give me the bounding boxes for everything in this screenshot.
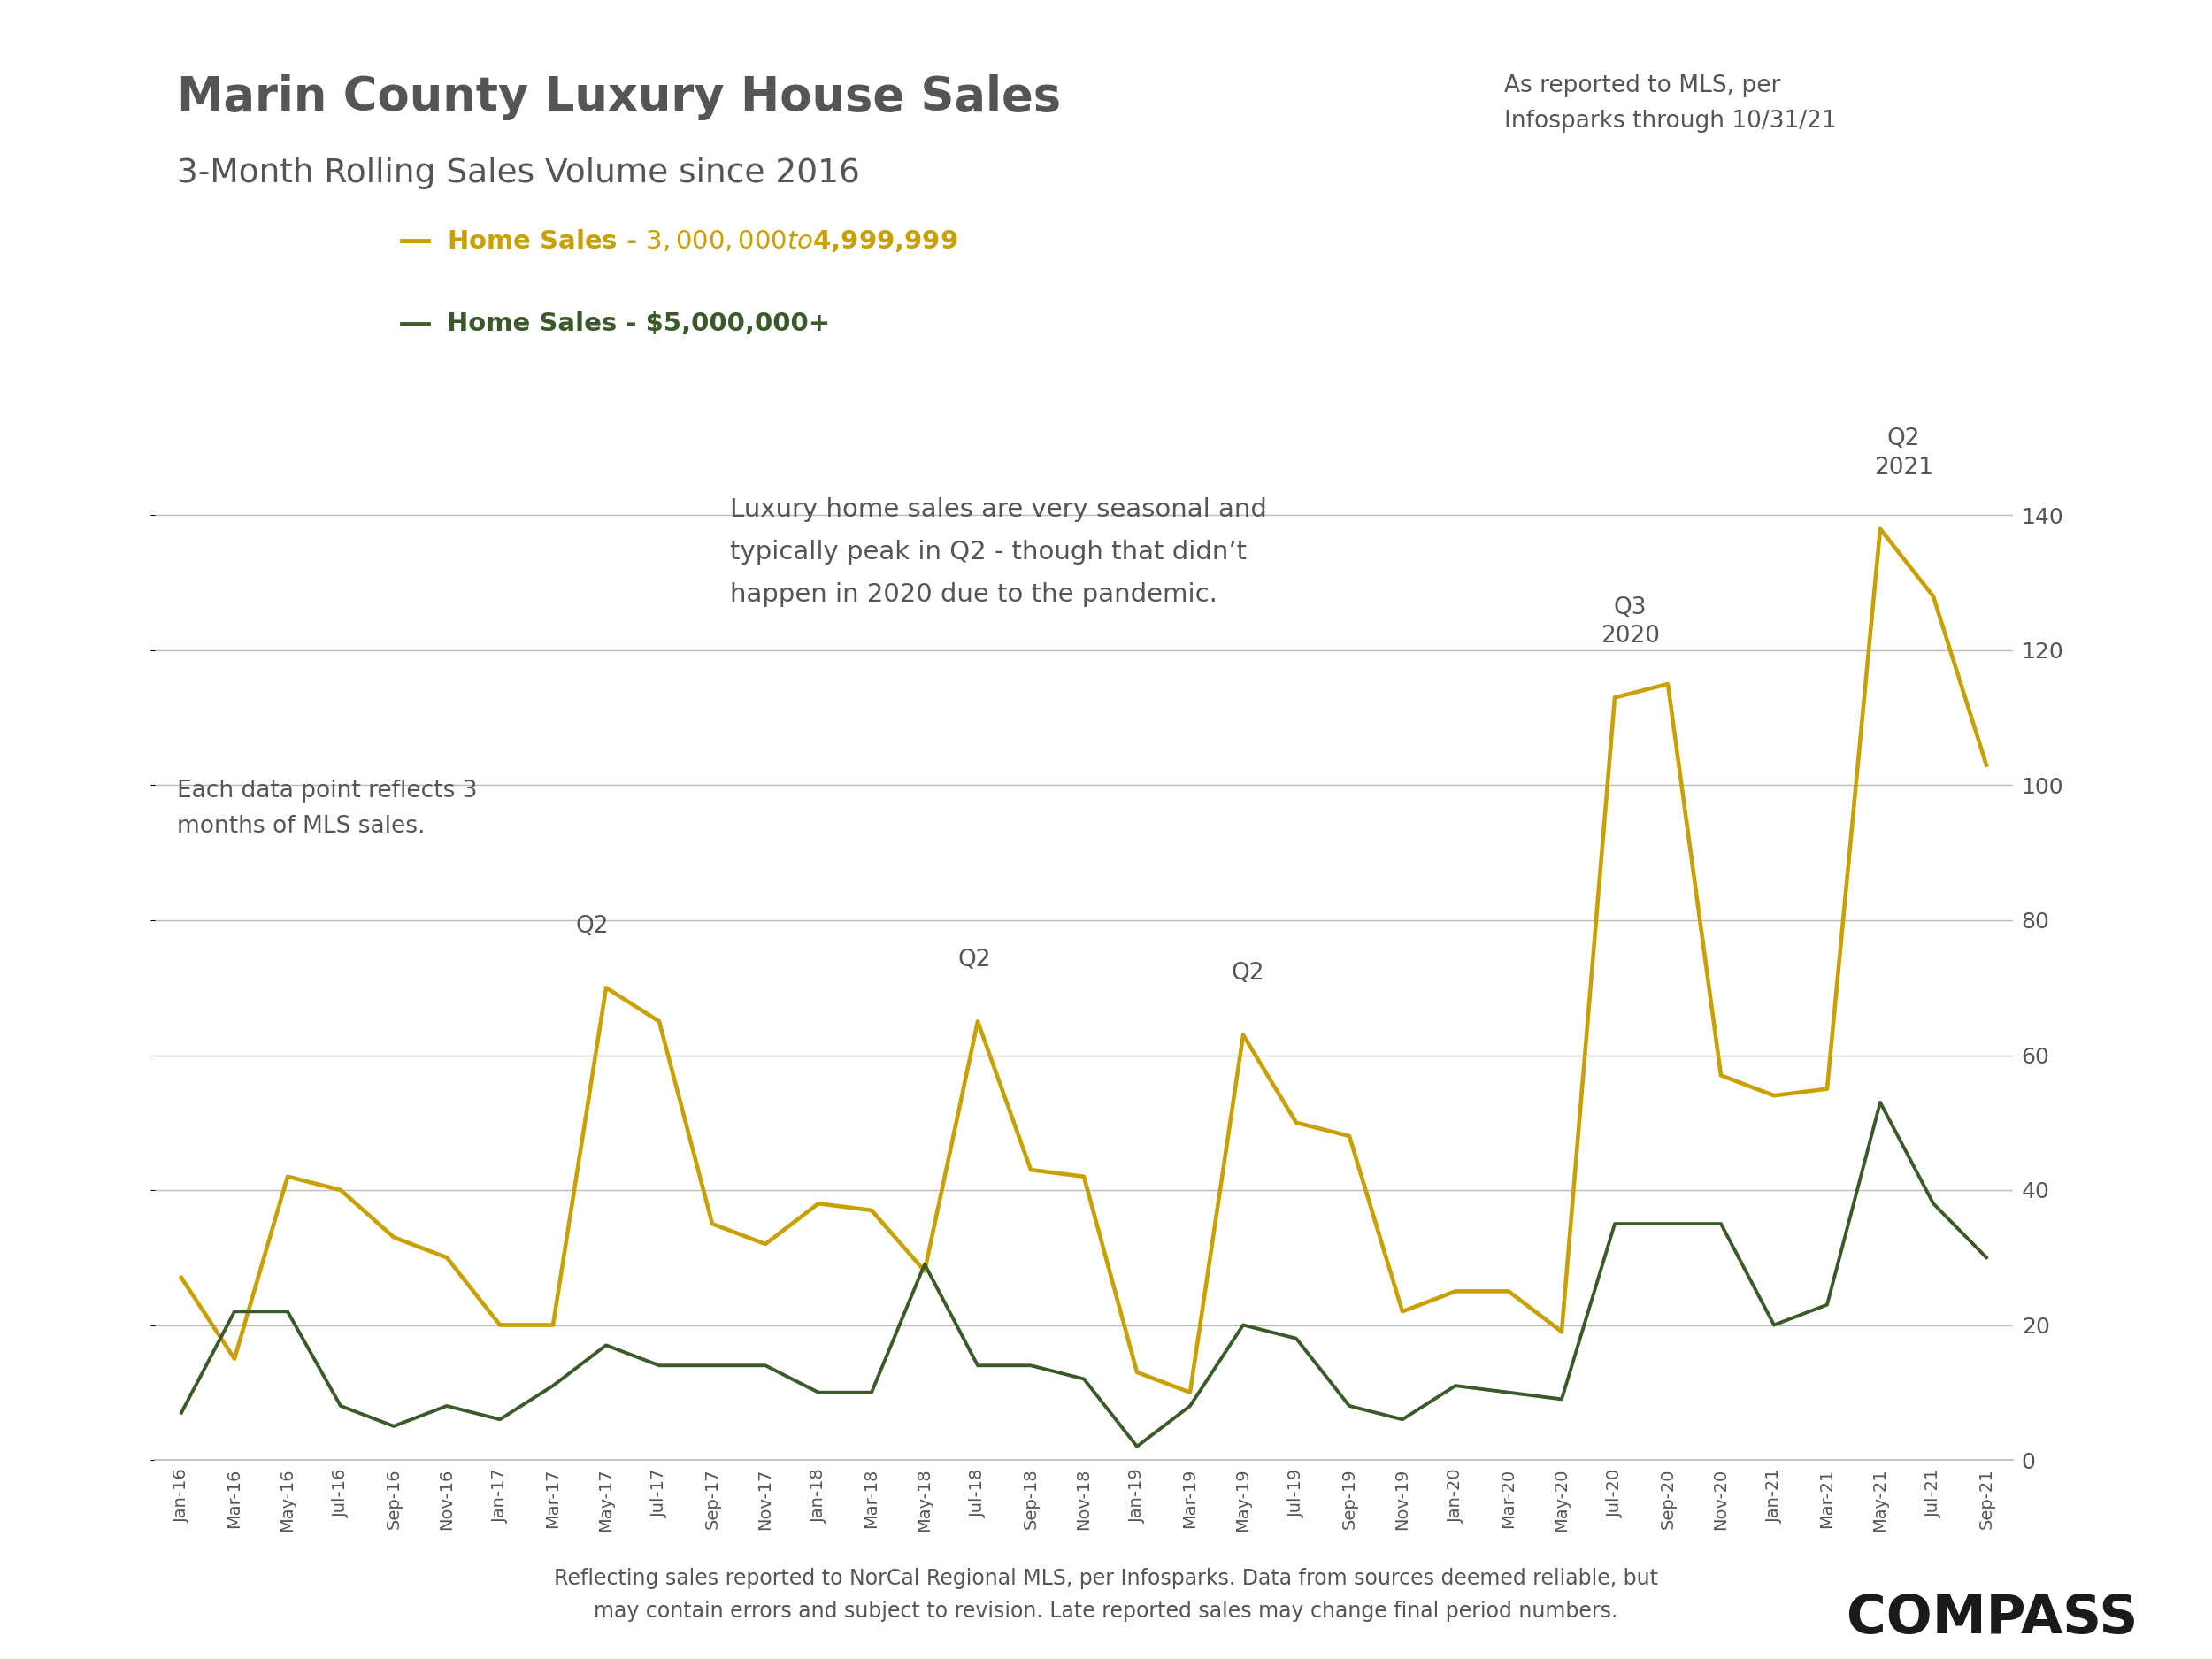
Text: —: —	[398, 224, 434, 257]
Text: Q3
2020: Q3 2020	[1601, 597, 1659, 647]
Text: Q2
2021: Q2 2021	[1874, 428, 1933, 479]
Text: Q2: Q2	[958, 949, 991, 972]
Text: COMPASS: COMPASS	[1847, 1593, 2139, 1644]
Text: Q2: Q2	[575, 914, 608, 937]
Text: Home Sales - $5,000,000+: Home Sales - $5,000,000+	[447, 312, 830, 335]
Text: 3-Month Rolling Sales Volume since 2016: 3-Month Rolling Sales Volume since 2016	[177, 158, 860, 189]
Text: Q2: Q2	[1232, 962, 1265, 985]
Text: —: —	[398, 307, 434, 340]
Text: Marin County Luxury House Sales: Marin County Luxury House Sales	[177, 75, 1062, 121]
Text: Reflecting sales reported to NorCal Regional MLS, per Infosparks. Data from sour: Reflecting sales reported to NorCal Regi…	[553, 1568, 1659, 1623]
Text: Luxury home sales are very seasonal and
typically peak in Q2 - though that didn’: Luxury home sales are very seasonal and …	[730, 498, 1267, 607]
Text: Home Sales - $3,000,000 to $4,999,999: Home Sales - $3,000,000 to $4,999,999	[447, 227, 958, 254]
Text: Each data point reflects 3
months of MLS sales.: Each data point reflects 3 months of MLS…	[177, 780, 478, 838]
Text: As reported to MLS, per
Infosparks through 10/31/21: As reported to MLS, per Infosparks throu…	[1504, 75, 1836, 133]
